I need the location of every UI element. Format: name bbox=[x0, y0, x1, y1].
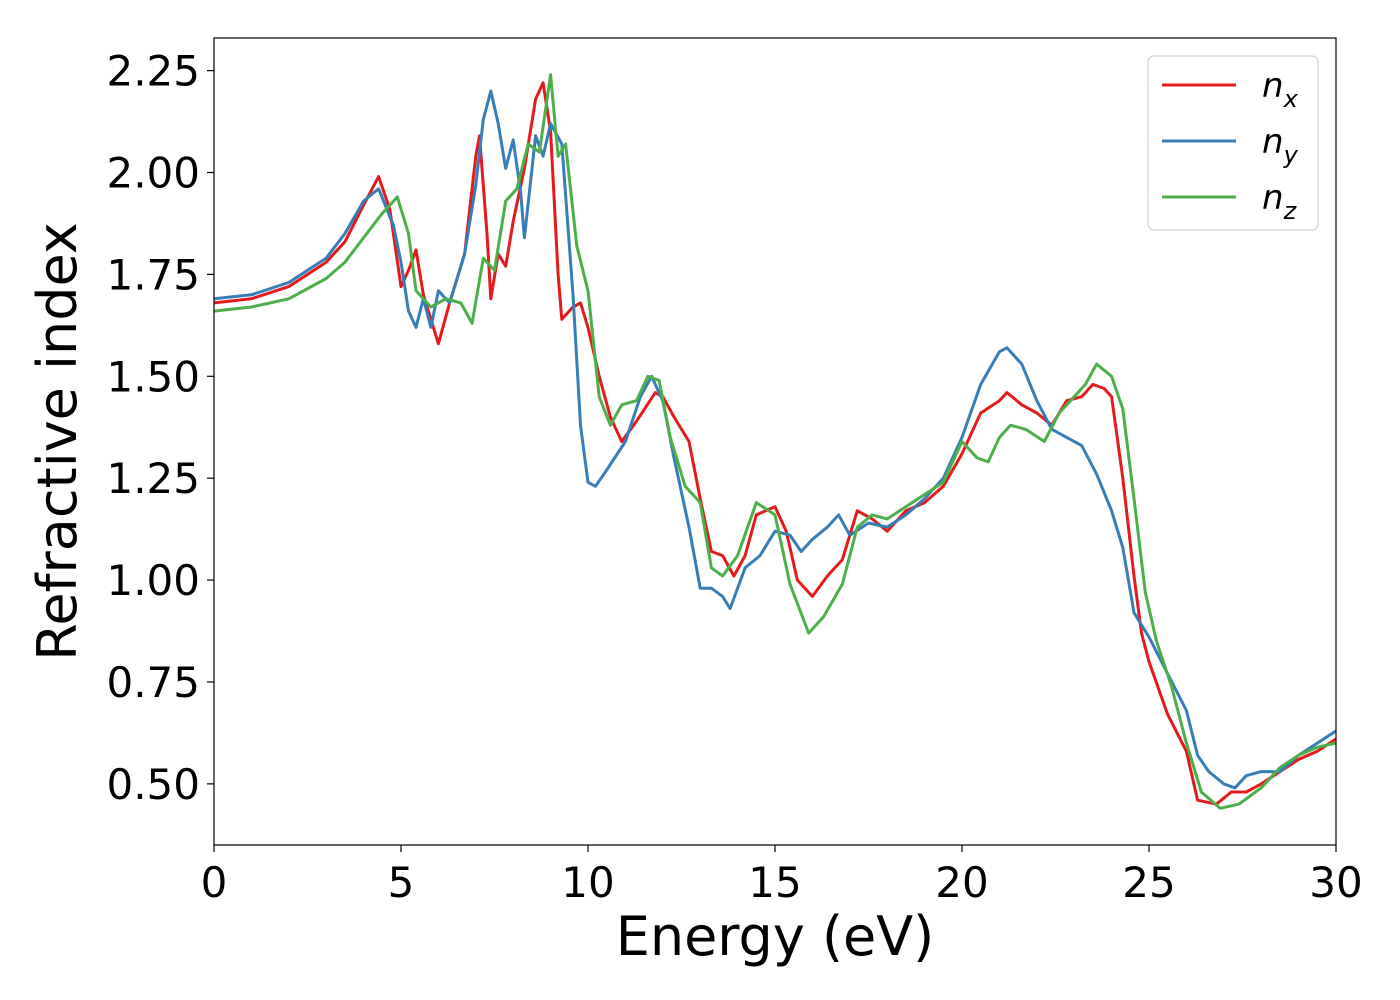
y-tick-label: 0.50 bbox=[106, 760, 200, 809]
y-tick-label: 1.25 bbox=[106, 454, 200, 503]
x-tick-label: 30 bbox=[1309, 858, 1362, 907]
y-tick-label: 2.00 bbox=[106, 149, 200, 198]
legend-label-n-z: nz bbox=[1262, 178, 1298, 225]
legend: nx ny nz bbox=[1147, 55, 1319, 231]
y-axis-ticks: 0.50 0.75 1.00 1.25 1.50 1.75 2.00 2.25 bbox=[106, 47, 214, 809]
x-axis-ticks: 0 5 10 15 20 25 30 bbox=[201, 845, 1363, 907]
x-tick-label: 20 bbox=[935, 858, 988, 907]
x-axis-label: Energy (eV) bbox=[616, 905, 935, 968]
y-tick-label: 2.25 bbox=[106, 47, 200, 96]
x-tick-label: 15 bbox=[748, 858, 801, 907]
y-tick-label: 1.00 bbox=[106, 556, 200, 605]
plot-lines bbox=[214, 73, 1336, 810]
y-tick-label: 1.75 bbox=[106, 250, 200, 299]
x-tick-label: 25 bbox=[1122, 858, 1175, 907]
series-line-n-z bbox=[214, 73, 1336, 810]
legend-label-n-y: ny bbox=[1262, 122, 1299, 169]
x-tick-label: 10 bbox=[561, 858, 614, 907]
y-tick-label: 1.50 bbox=[106, 352, 200, 401]
x-tick-label: 0 bbox=[201, 858, 228, 907]
y-axis-label: Refractive index bbox=[26, 222, 89, 661]
legend-box bbox=[1147, 55, 1319, 231]
y-tick-label: 0.75 bbox=[106, 658, 200, 707]
series-line-n-y bbox=[214, 89, 1336, 790]
legend-label-n-x: nx bbox=[1262, 66, 1299, 113]
x-tick-label: 5 bbox=[388, 858, 415, 907]
